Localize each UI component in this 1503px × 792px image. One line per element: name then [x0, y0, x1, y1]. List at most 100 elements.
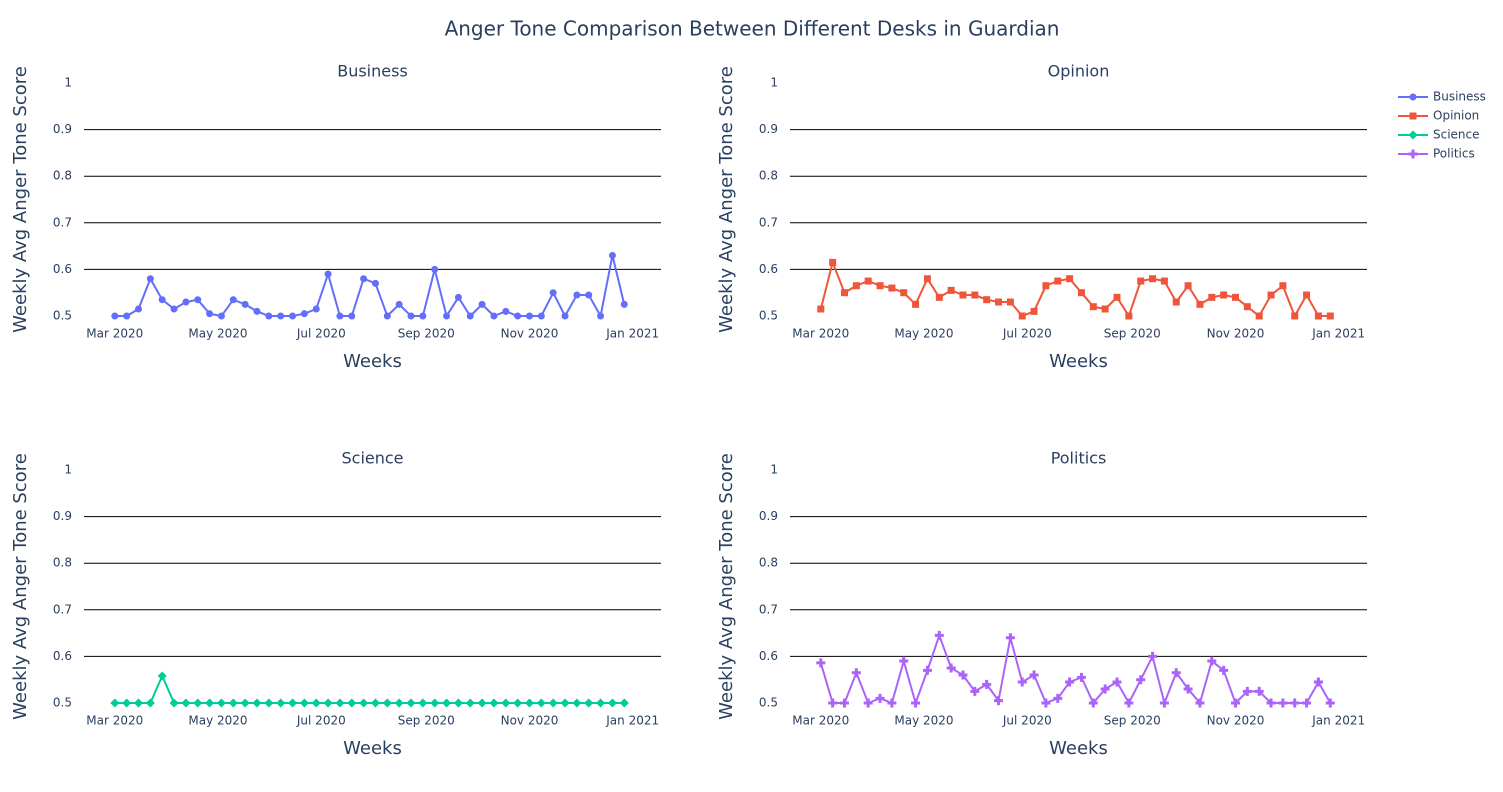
series-line: [819, 632, 1332, 707]
marker: [1183, 684, 1193, 694]
y-tick-label: 1: [64, 76, 72, 90]
marker: [382, 698, 392, 708]
marker: [875, 693, 885, 703]
marker: [1100, 684, 1110, 694]
marker: [453, 698, 463, 708]
chart-title: Anger Tone Comparison Between Different …: [445, 17, 1060, 41]
marker: [887, 698, 897, 708]
marker: [370, 698, 380, 708]
marker: [513, 698, 523, 708]
marker: [418, 698, 428, 708]
marker: [299, 698, 309, 708]
marker: [971, 291, 979, 299]
marker: [1242, 686, 1252, 696]
marker: [1053, 693, 1063, 703]
marker: [371, 279, 379, 287]
y-tick-label: 0.9: [53, 509, 72, 523]
series-line: [114, 255, 626, 319]
marker: [852, 282, 860, 290]
marker: [111, 312, 119, 320]
marker: [240, 698, 250, 708]
marker: [289, 312, 297, 320]
marker: [502, 307, 510, 315]
marker: [419, 312, 427, 320]
marker: [560, 698, 570, 708]
x-tick-label: Jan 2021: [605, 714, 659, 728]
x-tick-label: Jan 2021: [605, 327, 659, 341]
marker: [145, 698, 155, 708]
marker: [182, 298, 190, 306]
marker: [383, 312, 391, 320]
marker: [134, 698, 144, 708]
legend-marker: [1409, 112, 1417, 120]
marker: [170, 305, 178, 313]
marker: [922, 665, 932, 675]
legend-label: Business: [1433, 90, 1486, 104]
marker: [348, 312, 356, 320]
x-tick-label: May 2020: [894, 327, 953, 341]
marker: [994, 696, 1004, 706]
subplot-title: Politics: [1051, 449, 1107, 468]
marker: [1065, 677, 1075, 687]
x-tick-label: May 2020: [894, 714, 953, 728]
marker: [572, 698, 582, 708]
marker: [1076, 672, 1086, 682]
marker: [970, 686, 980, 696]
x-tick-label: Jul 2020: [296, 714, 346, 728]
x-tick-label: Nov 2020: [501, 714, 559, 728]
x-tick-label: May 2020: [188, 714, 247, 728]
marker: [1326, 312, 1334, 320]
marker: [241, 300, 249, 308]
marker: [1255, 312, 1263, 320]
marker: [335, 698, 345, 708]
marker: [430, 698, 440, 708]
marker: [490, 312, 498, 320]
marker: [816, 658, 826, 668]
marker: [524, 698, 534, 708]
marker: [1160, 277, 1168, 285]
marker: [265, 312, 273, 320]
legend-label: Opinion: [1433, 109, 1479, 123]
marker: [828, 698, 838, 708]
subplot-title: Science: [341, 449, 403, 468]
legend-label: Science: [1433, 128, 1480, 142]
x-tick-label: Sep 2020: [398, 714, 455, 728]
marker: [1042, 282, 1050, 290]
marker: [193, 698, 203, 708]
x-tick-label: Mar 2020: [792, 327, 849, 341]
marker: [829, 258, 837, 266]
marker: [1148, 651, 1158, 661]
marker: [1124, 698, 1134, 708]
y-tick-label: 1: [770, 463, 778, 477]
marker: [252, 698, 262, 708]
marker: [841, 289, 849, 297]
marker: [983, 296, 991, 304]
legend-marker: [1408, 149, 1418, 159]
marker: [619, 698, 629, 708]
y-tick-label: 0.5: [53, 309, 72, 323]
marker: [277, 312, 285, 320]
marker: [900, 289, 908, 297]
y-tick-label: 1: [64, 463, 72, 477]
marker: [135, 305, 143, 313]
marker: [1171, 668, 1181, 678]
marker: [466, 312, 474, 320]
marker: [525, 312, 533, 320]
marker: [169, 698, 179, 708]
marker: [934, 630, 944, 640]
x-tick-label: Jan 2021: [1311, 714, 1365, 728]
marker: [324, 270, 332, 278]
marker: [431, 265, 439, 273]
y-tick-label: 0.9: [759, 122, 778, 136]
y-tick-label: 0.8: [53, 556, 72, 570]
marker: [1054, 277, 1062, 285]
marker: [888, 284, 896, 292]
marker: [1196, 300, 1204, 308]
marker: [1005, 633, 1015, 643]
marker: [323, 698, 333, 708]
marker: [1006, 298, 1014, 306]
marker: [228, 698, 238, 708]
marker: [851, 668, 861, 678]
marker: [1113, 293, 1121, 301]
marker: [123, 312, 131, 320]
